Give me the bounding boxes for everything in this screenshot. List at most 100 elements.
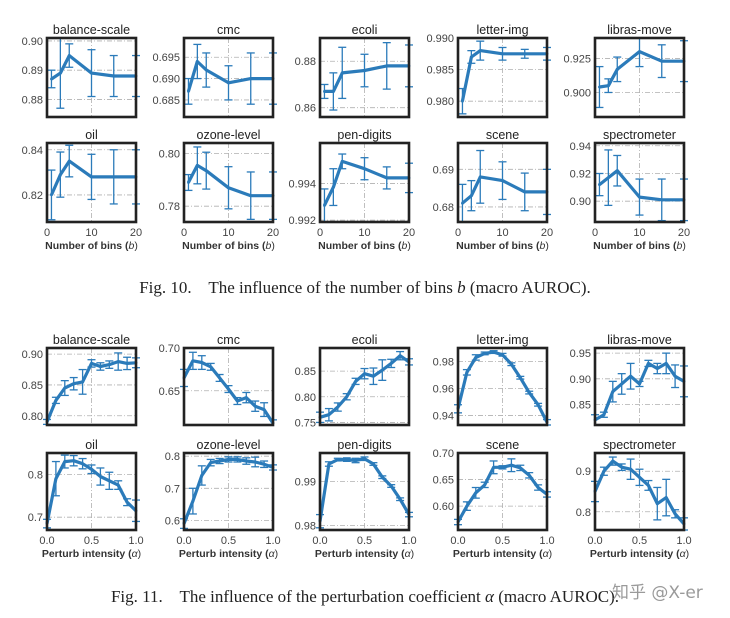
data-point [501, 179, 504, 183]
fig10-caption: Fig. 10. The influence of the number of … [0, 278, 730, 298]
subplot-title: balance-scale [53, 23, 130, 37]
data-point [474, 356, 478, 359]
subplot-title: ecoli [352, 333, 378, 347]
data-point [638, 475, 641, 479]
subplot-spectrometer: 0.8 0.9 0.0 0.5 1.0 spectrometer Perturb inten… [576, 438, 692, 560]
data-point [363, 69, 366, 72]
data-point [262, 462, 266, 466]
series-line [318, 457, 411, 522]
series-line [460, 48, 547, 102]
y-tick-label: 0.82 [22, 190, 43, 202]
data-point [249, 194, 253, 198]
x-axis-label: Perturb intensity (α) [590, 548, 689, 560]
x-tick-label: 1.0 [676, 535, 691, 547]
x-tick-label: 0 [317, 227, 323, 239]
axes-frame [318, 346, 411, 427]
data-point [372, 462, 375, 466]
data-point [209, 365, 213, 369]
data-point [323, 204, 326, 207]
subplot-title: scene [486, 128, 519, 142]
axes-frame [593, 346, 686, 427]
subplot-pen-digits: 0.98 0.99 0.0 0.5 1.0 pen-digits Perturb inten… [295, 438, 417, 560]
data-point [492, 350, 495, 354]
data-point [253, 460, 257, 464]
data-point [227, 458, 230, 461]
subplot-ozone-level: 0.6 0.7 0.8 0.0 0.5 1.0 ozone-level Perturb int… [165, 438, 281, 560]
data-point [72, 382, 76, 386]
data-point [244, 459, 248, 463]
data-point [536, 403, 540, 407]
axes-frame [456, 141, 549, 224]
caption-var: α [485, 587, 494, 606]
subplot-scene: 0.60 0.65 0.70 0.0 0.5 1.0 scene Perturb intens… [433, 438, 555, 560]
y-tick-label: 0.85 [295, 366, 316, 378]
data-point [72, 459, 76, 463]
data-point [629, 467, 632, 471]
subplot-balance-scale: 0.88 0.89 0.90 balance-scale [22, 23, 140, 119]
data-point [227, 81, 230, 85]
data-point [187, 89, 190, 93]
x-tick-label: 1.0 [539, 535, 554, 547]
data-point [50, 193, 53, 197]
series-line [599, 49, 684, 89]
series-line [186, 163, 273, 198]
axes-frame [456, 346, 549, 427]
axes-frame [318, 451, 411, 532]
x-axis-label: Number of bins (b) [45, 240, 138, 252]
data-point [518, 376, 522, 380]
y-tick-label: 0.65 [433, 475, 454, 487]
y-tick-label: 0.7 [28, 512, 43, 524]
data-point [200, 474, 204, 477]
data-point [112, 74, 116, 78]
axes-frame [456, 451, 549, 532]
data-point [244, 396, 248, 400]
subplot-ecoli: 0.75 0.80 0.85 ecoli [295, 333, 413, 429]
data-point [620, 382, 624, 386]
subplot-title: ozone-level [197, 438, 261, 452]
y-tick-label: 0.88 [22, 94, 43, 106]
fig11-caption: Fig. 11. The influence of the perturbati… [0, 587, 730, 607]
data-point [389, 484, 393, 488]
data-point [527, 473, 531, 477]
x-tick-label: 1.0 [265, 535, 280, 547]
y-tick-label: 0.88 [295, 56, 316, 68]
data-point [620, 465, 624, 469]
y-tick-label: 0.98 [433, 357, 454, 369]
data-point [227, 186, 230, 190]
caption-label: Fig. 10. [139, 278, 192, 297]
data-point [191, 359, 195, 363]
subplot-title: ozone-level [197, 128, 261, 142]
caption-text-end: (macro AUROC). [493, 587, 620, 606]
axes-frame [45, 346, 138, 427]
data-point [673, 374, 677, 378]
data-point [536, 486, 540, 489]
y-tick-label: 0.95 [570, 348, 591, 360]
x-tick-label: 0.5 [84, 535, 99, 547]
data-point [664, 362, 668, 365]
x-tick-label: 0 [44, 227, 50, 239]
x-tick-label: 0.5 [632, 535, 647, 547]
data-point [389, 362, 393, 365]
data-point [363, 167, 366, 171]
subplot-title: letter-img [476, 23, 528, 37]
x-tick-label: 20 [678, 227, 690, 239]
data-point [249, 77, 253, 80]
data-point [195, 60, 199, 63]
series-line [50, 159, 136, 196]
subplot-balance-scale: 0.80 0.85 0.90 balance-scale [22, 333, 140, 427]
y-tick-label: 0.65 [159, 386, 180, 398]
y-tick-label: 0.685 [152, 95, 180, 107]
x-axis-label: Perturb intensity (α) [179, 548, 278, 560]
y-tick-label: 0.990 [426, 33, 454, 45]
series-line [324, 64, 409, 94]
data-point [200, 361, 204, 364]
y-tick-label: 0.6 [165, 515, 180, 527]
axes-frame [45, 36, 138, 119]
data-point [340, 159, 344, 163]
axes-frame [318, 36, 411, 119]
data-point [492, 465, 495, 469]
data-point [380, 368, 384, 372]
data-point [125, 500, 129, 504]
y-tick-label: 0.994 [288, 178, 316, 190]
